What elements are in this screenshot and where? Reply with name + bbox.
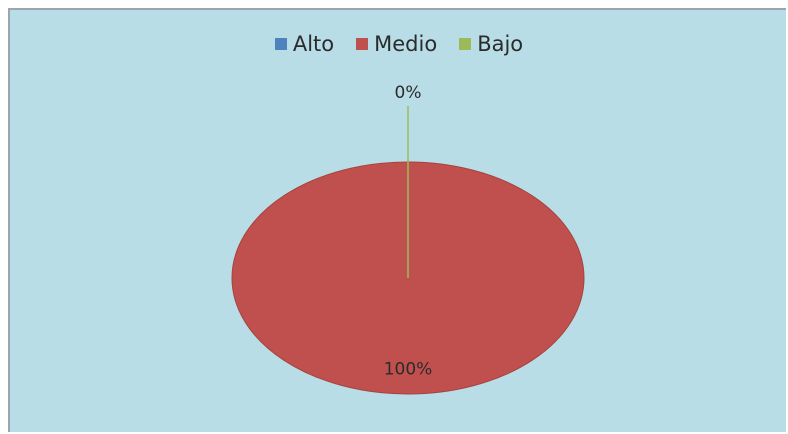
pie-plot: 100% 0% bbox=[231, 83, 585, 395]
legend-label-medio: Medio bbox=[374, 32, 438, 56]
pie-labels: 100% 0% bbox=[384, 83, 433, 379]
chart-area: Alto Medio Bajo 100% 0% bbox=[8, 8, 786, 432]
legend-item-medio: Medio bbox=[356, 32, 437, 56]
legend-item-bajo: Bajo bbox=[459, 32, 523, 56]
legend-swatch-medio bbox=[356, 38, 369, 50]
legend: Alto Medio Bajo bbox=[10, 32, 788, 56]
data-label-bajo: 0% bbox=[395, 83, 422, 103]
legend-label-bajo: Bajo bbox=[477, 32, 524, 56]
data-label-medio: 100% bbox=[384, 359, 433, 379]
legend-label-alto: Alto bbox=[292, 32, 335, 56]
legend-swatch-bajo bbox=[459, 38, 472, 50]
legend-swatch-alto bbox=[274, 38, 287, 50]
legend-item-alto: Alto bbox=[274, 32, 335, 56]
